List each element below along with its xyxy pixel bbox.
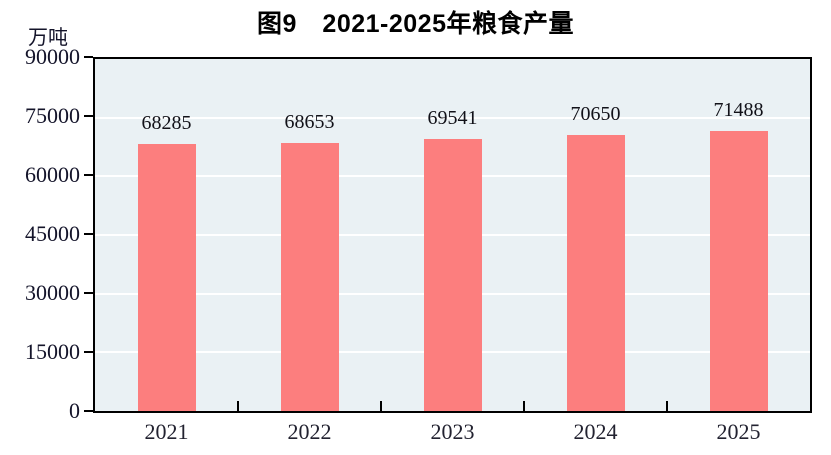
grain-output-bar [280, 142, 339, 411]
y-tick-mark [84, 292, 93, 294]
x-tick-label: 2023 [430, 419, 475, 444]
bar-value-label: 68285 [141, 111, 192, 134]
bar-value-label: 70650 [570, 102, 621, 125]
y-tick-label: 75000 [25, 103, 80, 128]
x-tick-mark [666, 401, 668, 411]
x-tick-label: 2025 [716, 419, 761, 444]
x-tick-mark [237, 401, 239, 411]
bar-value-label: 68653 [284, 110, 335, 133]
y-tick-mark [84, 410, 93, 412]
y-axis-unit-label: 万吨 [28, 27, 68, 49]
y-tick-mark [84, 174, 93, 176]
x-tick-mark [380, 401, 382, 411]
y-tick-label: 0 [69, 398, 80, 423]
y-tick-mark [84, 56, 93, 58]
chart-title: 图9 2021-2025年粮食产量 [257, 10, 574, 38]
grain-output-bar [709, 131, 768, 411]
y-tick-mark [84, 115, 93, 117]
y-tick-mark [84, 233, 93, 235]
x-tick-label: 2022 [287, 419, 332, 444]
gridline [95, 116, 810, 119]
x-tick-label: 2024 [573, 419, 618, 444]
grain-output-bar [137, 143, 196, 411]
x-tick-mark [523, 401, 525, 411]
y-tick-label: 45000 [25, 221, 80, 246]
y-tick-mark [84, 351, 93, 353]
bar-value-label: 71488 [713, 99, 764, 122]
bar-value-label: 69541 [427, 107, 478, 130]
y-tick-label: 15000 [25, 339, 80, 364]
x-tick-label: 2021 [144, 419, 189, 444]
y-tick-label: 60000 [25, 162, 80, 187]
y-tick-label: 90000 [25, 44, 80, 69]
plot-area: 68285 68653 69541 70650 71488 [93, 57, 812, 413]
grain-output-bar [566, 134, 625, 411]
y-tick-label: 30000 [25, 280, 80, 305]
grain-output-bar [423, 139, 482, 411]
